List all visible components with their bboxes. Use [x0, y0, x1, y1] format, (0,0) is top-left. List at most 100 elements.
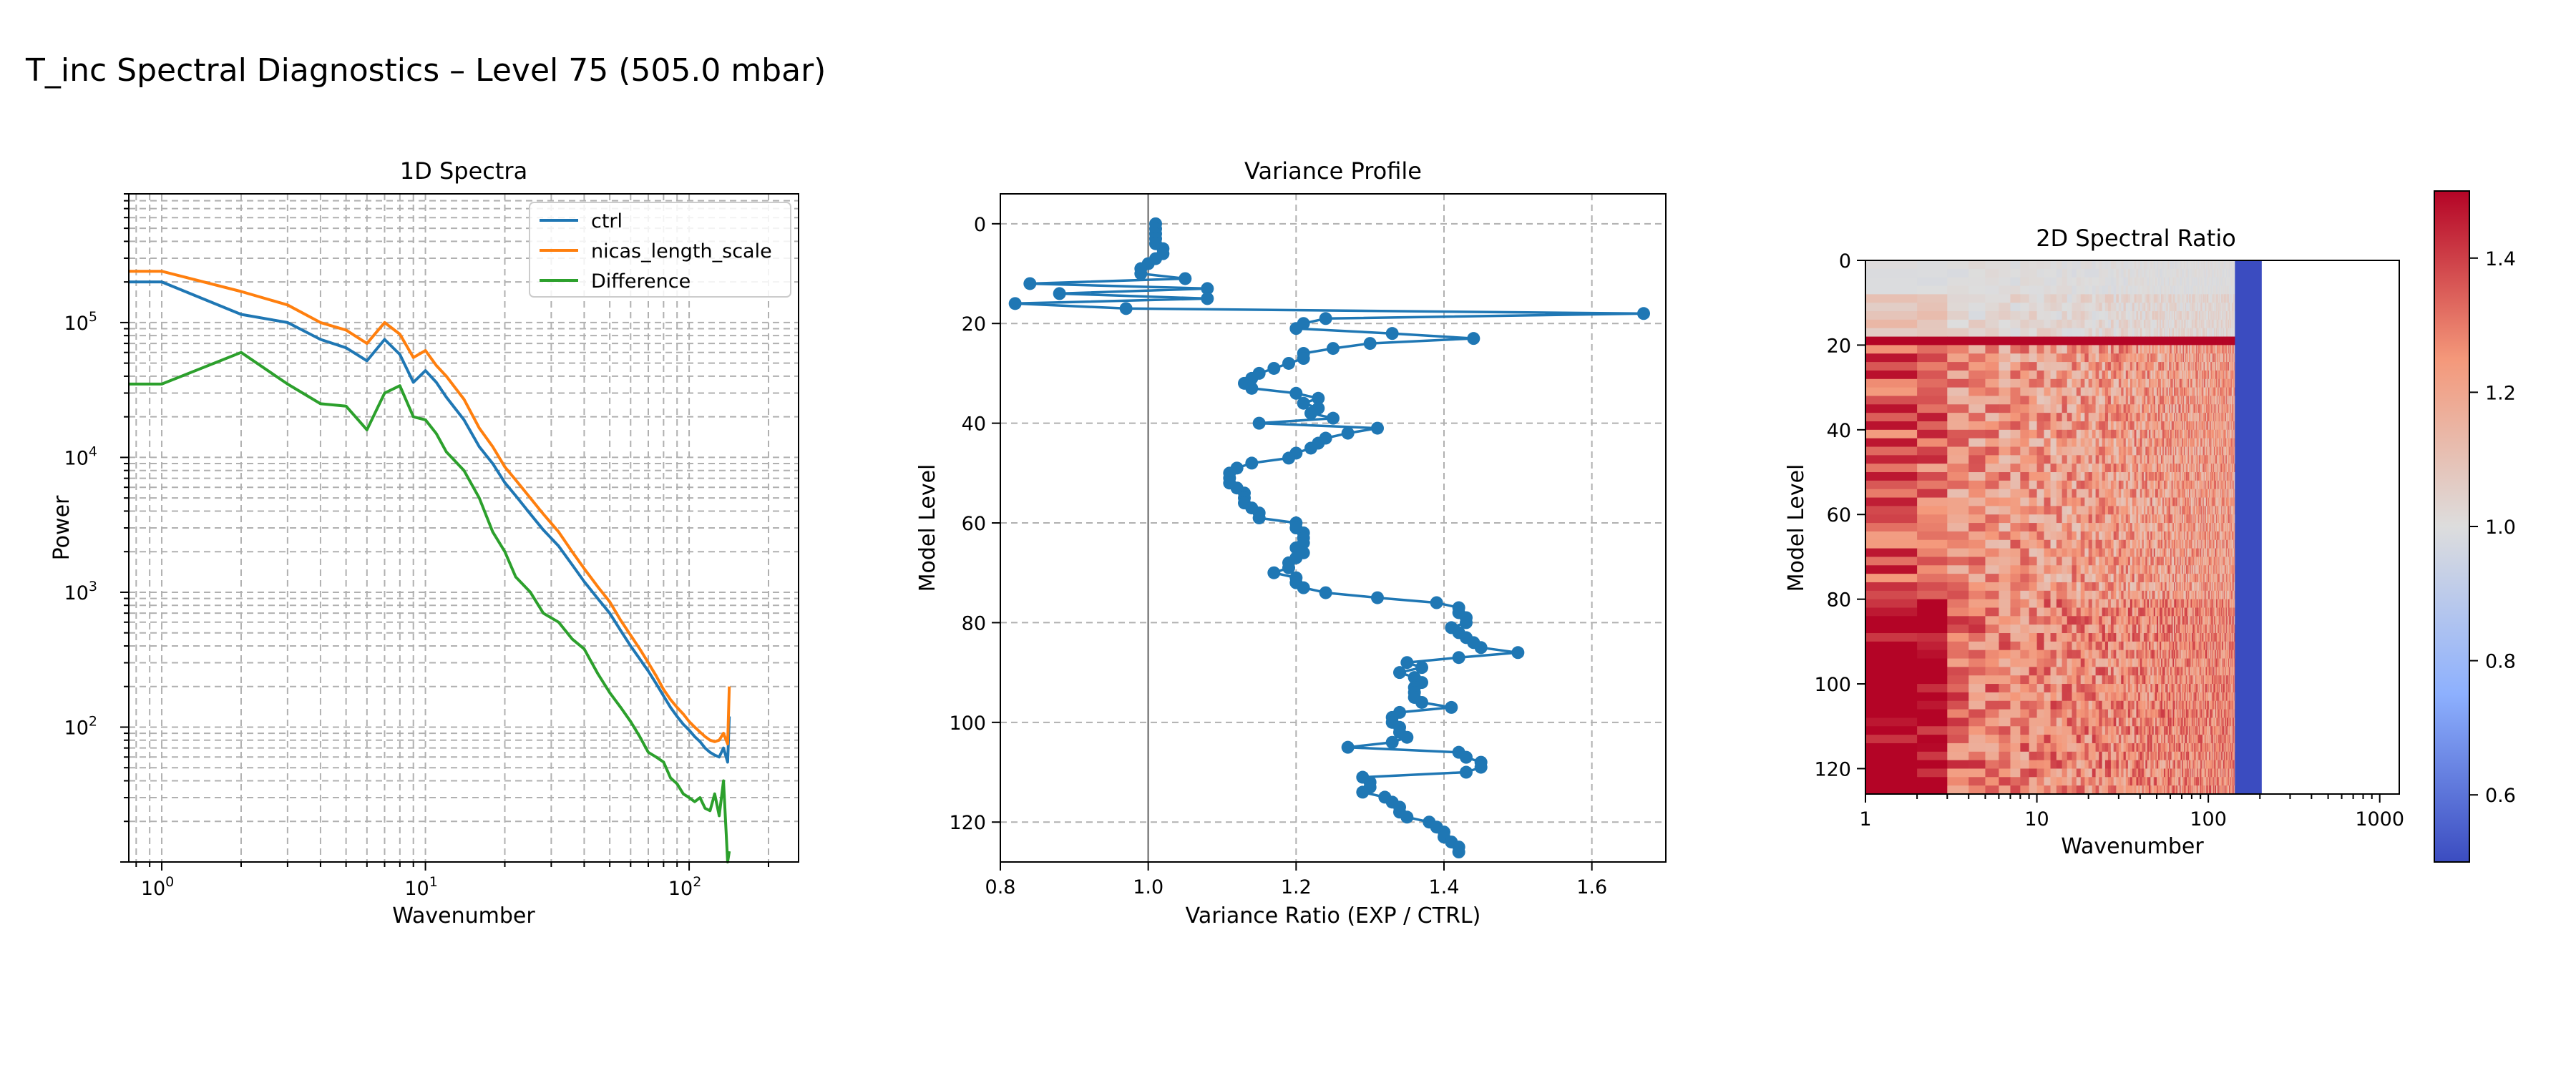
heatmap-cell — [2200, 387, 2202, 397]
variance-frame — [1000, 193, 1667, 863]
heatmap-cell — [2196, 268, 2198, 278]
heatmap-cell — [2205, 260, 2207, 270]
heatmap-cell — [2136, 506, 2139, 515]
heatmap-cell — [2221, 370, 2223, 380]
heatmap-cell — [2062, 489, 2068, 499]
heatmap-cell — [2171, 328, 2173, 338]
heatmap-cell — [2209, 353, 2210, 363]
heatmap-cell — [2223, 362, 2225, 371]
heatmap-cell — [2193, 277, 2195, 287]
heatmap-cell — [2062, 497, 2068, 506]
heatmap-cell — [2099, 413, 2103, 422]
heatmap-cell — [2084, 531, 2089, 541]
heatmap-cell — [2134, 387, 2137, 397]
heatmap-cell — [1947, 345, 1969, 354]
heatmap-cell — [2230, 497, 2232, 506]
heatmap-cell — [2138, 455, 2141, 464]
heatmap-cell — [2193, 370, 2195, 380]
heatmap-cell — [2095, 497, 2099, 506]
heatmap-cell — [2187, 421, 2190, 431]
heatmap-cell — [2190, 455, 2192, 464]
heatmap-cell — [2213, 378, 2215, 388]
heatmap-cell — [1985, 523, 2000, 532]
heatmap-cell — [2220, 362, 2222, 371]
heatmap-cell — [2198, 497, 2200, 506]
heatmap-cell — [2233, 285, 2235, 295]
variance-title: Variance Profile — [1244, 157, 1422, 185]
heatmap-cell — [2207, 480, 2209, 490]
heatmap-cell — [2175, 514, 2177, 524]
heatmap-cell — [2188, 455, 2190, 464]
heatmap-cell — [1999, 370, 2011, 380]
heatmap-cell — [2152, 362, 2155, 371]
heatmap-cell — [2095, 531, 2099, 541]
heatmap-cell — [2183, 378, 2185, 388]
heatmap-cell — [2088, 336, 2093, 346]
heatmap-cell — [2204, 455, 2206, 464]
heatmap-cell — [2107, 404, 2112, 413]
heatmap-cell — [2158, 480, 2160, 490]
heatmap-cell — [2228, 319, 2230, 329]
heatmap-cell — [2166, 345, 2169, 354]
heatmap-cell — [2127, 497, 2131, 506]
heatmap-cell — [2190, 285, 2192, 295]
heatmap-cell — [2116, 472, 2119, 481]
heatmap-cell — [2200, 277, 2201, 287]
heatmap-cell — [1865, 531, 1918, 541]
heatmap-cell — [2104, 396, 2109, 405]
heatmap-cell — [2188, 260, 2190, 270]
heatmap-cell — [2191, 421, 2193, 431]
heatmap-cell — [2125, 294, 2129, 303]
heatmap-cell — [2140, 413, 2142, 422]
heatmap-cell — [2217, 387, 2219, 397]
heatmap-cell — [2229, 421, 2230, 431]
heatmap-cell — [2163, 531, 2166, 541]
heatmap-cell — [2180, 464, 2182, 473]
heatmap-cell — [2222, 455, 2223, 464]
heatmap-cell — [2150, 472, 2153, 481]
heatmap-cell — [2149, 387, 2151, 397]
heatmap-cell — [2225, 260, 2227, 270]
variance-point — [1245, 456, 1259, 470]
heatmap-cell — [2138, 260, 2141, 270]
heatmap-cell — [2229, 438, 2230, 448]
heatmap-cell — [2160, 438, 2162, 448]
heatmap-cell — [2225, 421, 2227, 431]
heatmap-cell — [2110, 319, 2114, 329]
heatmap-cell — [2056, 294, 2063, 303]
heatmap-cell — [2216, 413, 2218, 422]
heatmap-cell — [2195, 387, 2197, 397]
heatmap-cell — [2161, 472, 2163, 481]
heatmap-cell — [2080, 260, 2085, 270]
heatmap-cell — [2223, 294, 2225, 303]
heatmap-cell — [2056, 260, 2063, 270]
heatmap-cell — [2197, 514, 2200, 524]
heatmap-cell — [2167, 464, 2170, 473]
heatmap-cell — [2230, 311, 2232, 320]
heatmap-cell — [2200, 413, 2201, 422]
heatmap-cell — [1985, 285, 2000, 295]
heatmap-cell — [2210, 303, 2211, 312]
heatmap-cell — [2088, 404, 2093, 413]
heatmap-cell — [2110, 277, 2114, 287]
heatmap-cell — [2207, 277, 2209, 287]
heatmap-cell — [2170, 497, 2172, 506]
heatmap-cell — [2233, 260, 2235, 270]
heatmap-cell — [2102, 404, 2106, 413]
heatmap-cell — [2183, 514, 2185, 524]
heatmap-cell — [2020, 464, 2030, 473]
heatmap-cell — [2185, 464, 2187, 473]
heatmap-cell — [2158, 336, 2160, 346]
heatmap-cell — [2165, 311, 2167, 320]
heatmap-cell — [2187, 370, 2189, 380]
heatmap-cell — [2215, 260, 2218, 270]
heatmap-cell — [2218, 396, 2220, 405]
heatmap-cell — [2202, 370, 2204, 380]
heatmap-cell — [2196, 345, 2198, 354]
heatmap-cell — [2161, 268, 2163, 278]
heatmap-cell — [2215, 480, 2218, 490]
heatmap-cell — [2193, 472, 2195, 481]
heatmap-cell — [2207, 268, 2209, 278]
heatmap-cell — [2050, 523, 2057, 532]
heatmap-cell — [2036, 438, 2045, 448]
